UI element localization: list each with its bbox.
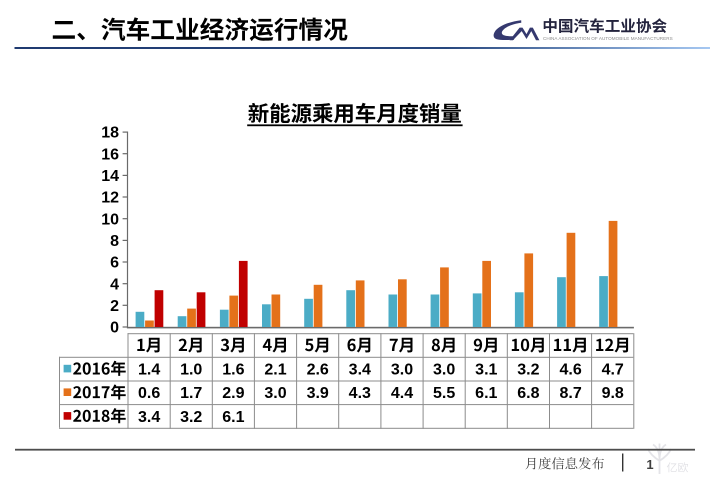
svg-text:6.1: 6.1 [475, 385, 497, 402]
svg-text:4.3: 4.3 [349, 385, 371, 402]
svg-text:1.4: 1.4 [138, 362, 160, 379]
svg-text:3.4: 3.4 [349, 362, 371, 379]
svg-text:2.1: 2.1 [264, 362, 286, 379]
svg-text:3.0: 3.0 [391, 362, 413, 379]
svg-text:3.2: 3.2 [517, 362, 539, 379]
svg-text:4.7: 4.7 [602, 362, 624, 379]
svg-text:3.2: 3.2 [180, 409, 202, 426]
svg-text:2.6: 2.6 [307, 362, 329, 379]
svg-text:5.5: 5.5 [433, 385, 455, 402]
svg-text:1.0: 1.0 [180, 362, 202, 379]
svg-text:3.9: 3.9 [307, 385, 329, 402]
svg-text:12: 12 [101, 190, 119, 207]
svg-text:8.7: 8.7 [559, 385, 581, 402]
svg-text:3.0: 3.0 [433, 362, 455, 379]
svg-text:1.6: 1.6 [222, 362, 244, 379]
svg-text:4: 4 [110, 276, 119, 293]
svg-text:6: 6 [110, 255, 119, 272]
svg-text:1: 1 [646, 457, 653, 472]
svg-text:3.0: 3.0 [264, 385, 286, 402]
svg-text:4.4: 4.4 [391, 385, 413, 402]
svg-text:3.1: 3.1 [475, 362, 497, 379]
svg-text:3.4: 3.4 [138, 409, 160, 426]
svg-text:9.8: 9.8 [602, 385, 624, 402]
svg-text:0: 0 [110, 320, 119, 337]
svg-text:2: 2 [110, 298, 119, 315]
svg-text:1.7: 1.7 [180, 385, 202, 402]
svg-text:10: 10 [101, 211, 119, 228]
svg-text:6.8: 6.8 [517, 385, 539, 402]
svg-text:14: 14 [101, 168, 119, 185]
svg-text:2.9: 2.9 [222, 385, 244, 402]
svg-text:6.1: 6.1 [222, 409, 244, 426]
svg-text:4.6: 4.6 [559, 362, 581, 379]
svg-text:18: 18 [101, 125, 119, 142]
svg-text:16: 16 [101, 146, 119, 163]
svg-text:0.6: 0.6 [138, 385, 160, 402]
svg-text:CHINA ASSOCIATION OF AUTOMOBIL: CHINA ASSOCIATION OF AUTOMOBILE MANUFACT… [543, 36, 673, 41]
svg-text:8: 8 [110, 233, 119, 250]
